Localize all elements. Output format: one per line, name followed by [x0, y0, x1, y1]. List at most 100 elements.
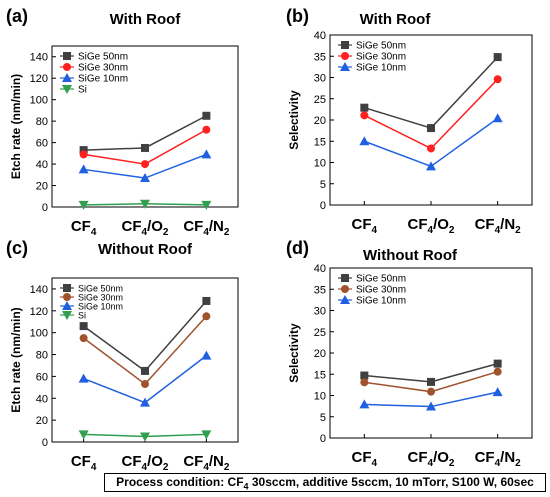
- legend-marker: [341, 52, 349, 60]
- data-point: [141, 160, 149, 169]
- legend-marker: [340, 295, 350, 304]
- data-point: [140, 397, 150, 407]
- y-tick-label: 100: [30, 328, 48, 340]
- data-point: [426, 161, 436, 171]
- data-point: [493, 367, 502, 376]
- x-category-label: CF4: [71, 218, 97, 238]
- data-point: [360, 371, 369, 380]
- legend-marker: [63, 293, 71, 301]
- y-tick-label: 120: [30, 73, 48, 85]
- data-point: [140, 432, 150, 442]
- data-point: [359, 136, 370, 146]
- legend-entry: SiGe 10nm: [78, 302, 123, 312]
- data-point: [141, 366, 149, 375]
- legend-entry: SiGe 50nm: [78, 284, 123, 294]
- data-point: [492, 113, 503, 123]
- legend-entry: SiGe 30nm: [78, 63, 128, 74]
- panel-label: (c): [6, 238, 28, 258]
- chart-panel-2: (b) With Roof 0 5 10 15 20 25 30 35 40 Selectivity C…: [286, 6, 533, 236]
- legend-entry: SiGe 10nm: [78, 74, 128, 85]
- y-tick-label: 20: [314, 348, 326, 360]
- y-tick-label: 25: [314, 94, 326, 106]
- process-condition-prefix: Process condition: CF: [116, 475, 244, 489]
- data-point: [360, 378, 369, 387]
- legend-marker: [63, 52, 71, 60]
- process-condition-suffix: 30sccm, additive 5sccm, 10 mTorr, S100 W…: [248, 475, 534, 489]
- chart-panel-3: (c) Without Roof 0 20 40 60 80 100 120 140 Etch ra…: [6, 238, 239, 470]
- chart-title: With Roof: [360, 11, 432, 28]
- y-tick-label: 120: [30, 306, 48, 318]
- chart-title: With Roof: [110, 11, 182, 28]
- x-category-label: CF4/N2: [183, 453, 230, 470]
- data-point: [360, 103, 369, 112]
- x-category-label: CF4/O2: [408, 216, 455, 236]
- y-tick-label: 10: [314, 158, 326, 170]
- y-tick-label: 0: [320, 200, 326, 212]
- process-condition-box: Process condition: CF4 30sccm, additive …: [104, 473, 546, 492]
- x-category-label: CF4/N2: [475, 449, 522, 469]
- data-point: [427, 387, 435, 396]
- legend-marker: [62, 85, 72, 94]
- y-axis-label: Etch rate (nm/min): [9, 74, 23, 179]
- legend-entry: SiGe 50nm: [78, 52, 128, 63]
- legend-entry: Si: [78, 311, 86, 321]
- chart-panel-1: (a) With Roof 0 20 40 60 80 100 120 140 Etch rate …: [6, 6, 239, 238]
- y-tick-label: 80: [36, 116, 48, 128]
- data-point: [427, 377, 435, 386]
- chart-title: Without Roof: [98, 241, 193, 258]
- data-point: [360, 111, 369, 120]
- y-tick-label: 0: [42, 437, 48, 449]
- x-category-label: CF4: [71, 453, 97, 470]
- data-point: [426, 401, 436, 411]
- y-tick-label: 20: [314, 115, 326, 127]
- legend-marker: [63, 63, 71, 71]
- data-point: [140, 199, 150, 209]
- y-tick-label: 40: [314, 30, 326, 42]
- data-point: [78, 430, 89, 440]
- data-point: [202, 111, 211, 120]
- chart-panel-4: (d) Without Roof 0 5 10 15 20 25 30 35 40 Selectivi…: [286, 238, 533, 469]
- data-point: [359, 399, 370, 409]
- y-tick-label: 40: [36, 159, 48, 171]
- legend-marker: [63, 284, 71, 292]
- y-tick-label: 140: [30, 284, 48, 296]
- data-point: [78, 164, 89, 174]
- panel-label: (b): [286, 6, 309, 26]
- y-tick-label: 40: [36, 393, 48, 405]
- x-category-label: CF4/O2: [408, 449, 455, 469]
- y-tick-label: 35: [314, 284, 326, 296]
- data-point: [78, 373, 89, 383]
- legend-entry: SiGe 10nm: [356, 296, 406, 307]
- data-point: [140, 173, 150, 183]
- data-point: [79, 334, 88, 343]
- y-axis-label: Selectivity: [287, 90, 301, 150]
- data-point: [78, 200, 89, 210]
- x-category-label: CF4/O2: [122, 218, 169, 238]
- legend-entry: SiGe 10nm: [356, 63, 406, 74]
- chart-title: Without Roof: [363, 247, 458, 264]
- legend-marker: [341, 274, 349, 282]
- process-condition-subscript: 4: [243, 481, 249, 492]
- legend-marker: [62, 301, 72, 310]
- y-axis-label: Selectivity: [287, 323, 301, 383]
- y-tick-label: 0: [320, 433, 326, 445]
- data-point: [141, 380, 149, 389]
- y-tick-label: 0: [42, 202, 48, 214]
- y-tick-label: 60: [36, 371, 48, 383]
- data-point: [201, 149, 212, 159]
- data-point: [201, 350, 212, 360]
- legend-entry: SiGe 30nm: [78, 293, 123, 303]
- x-category-label: CF4/O2: [122, 453, 169, 470]
- data-point: [201, 430, 212, 440]
- data-point: [493, 53, 502, 62]
- x-category-label: CF4/N2: [183, 218, 230, 238]
- data-point: [201, 200, 212, 210]
- y-tick-label: 5: [320, 412, 326, 424]
- data-point: [202, 312, 211, 321]
- legend-entry: SiGe 30nm: [356, 285, 406, 296]
- data-point: [492, 387, 503, 397]
- y-tick-label: 5: [320, 179, 326, 191]
- y-tick-label: 100: [30, 95, 48, 107]
- x-category-label: CF4: [352, 216, 378, 236]
